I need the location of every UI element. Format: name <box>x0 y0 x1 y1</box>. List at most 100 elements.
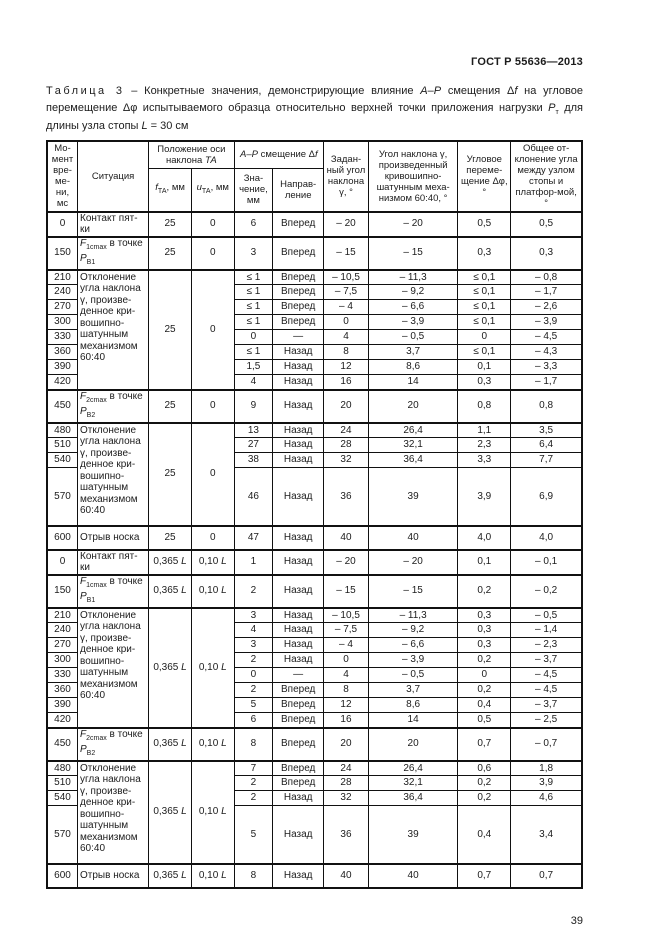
cell-angular-displacement: 0,2 <box>457 573 512 609</box>
cell-offset-value: 2 <box>233 790 274 807</box>
cell-total-deviation: 6,4 <box>510 437 583 454</box>
cell-direction: Вперед <box>272 314 325 331</box>
table-row: 360 2 Вперед 8 3,7 0,2– 4,5 <box>46 682 583 699</box>
cell-situation: Контакт пят-ки <box>76 210 150 238</box>
cell-direction: Назад <box>272 467 325 527</box>
cell-offset-value: 46 <box>233 467 274 527</box>
cell-time: 0 <box>46 210 78 238</box>
cell-set-angle: 32 <box>323 452 369 469</box>
cell-set-angle: – 4 <box>323 637 369 654</box>
cell-set-angle: 20 <box>323 388 369 424</box>
cell-direction: Назад <box>272 388 325 424</box>
cell-set-angle: 28 <box>323 775 369 792</box>
cell-direction: Назад <box>272 790 325 807</box>
cell-set-angle: 28 <box>323 437 369 454</box>
cell-direction: Назад <box>272 421 325 439</box>
cell-offset-value: 4 <box>233 622 274 639</box>
cell-direction: Вперед <box>272 268 325 286</box>
cell-set-angle: – 20 <box>323 548 369 576</box>
cell-angular-displacement: 0,4 <box>457 805 512 865</box>
table-row: 150 F1cmax в точке PВ1 25 0 3 Вперед – 15– 15 0… <box>46 235 583 271</box>
header-time: Мо-мент вре-ме-ни, мс <box>46 140 78 213</box>
cell-direction: Назад <box>272 452 325 469</box>
table-row: 240 4 Назад – 7,5– 9,2 0,3– 1,4 <box>46 622 583 639</box>
cell-set-angle: – 15 <box>323 235 369 271</box>
cell-set-angle: 36 <box>323 805 369 865</box>
cell-offset-value: 2 <box>233 573 274 609</box>
cell-direction: Назад <box>272 637 325 654</box>
cell-set-angle: 24 <box>323 421 369 439</box>
cell-direction: Вперед <box>272 726 325 762</box>
cell-f-ta: 0,365 L <box>148 726 192 762</box>
cell-offset-value: 1,5 <box>233 359 274 376</box>
cell-time: 210 <box>46 268 78 286</box>
cell-crank-angle: – 20 <box>367 548 459 576</box>
cell-total-deviation: – 0,1 <box>510 548 583 576</box>
header-total-deviation: Общее от-клонение угла между узлом стопы… <box>510 140 583 213</box>
cell-set-angle: – 15 <box>323 573 369 609</box>
cell-direction: Назад <box>272 622 325 639</box>
cell-offset-value: ≤ 1 <box>233 299 274 316</box>
cell-total-deviation: – 3,7 <box>510 652 583 669</box>
cell-set-angle: 8 <box>323 344 369 361</box>
cell-angular-displacement: 0,3 <box>457 606 512 624</box>
table-header: Мо-мент вре-ме-ни, мс Ситуация Положение о… <box>46 140 583 213</box>
cell-time: 150 <box>46 235 78 271</box>
cell-f-ta: 0,365 L <box>148 862 192 889</box>
cell-u-ta: 0 <box>190 421 235 527</box>
page-number: 39 <box>570 914 583 927</box>
table-caption-text: Конкретные значения, демонстрирующие вли… <box>46 85 583 133</box>
cell-situation: F2cmax в точке PВ2 <box>76 726 150 762</box>
cell-crank-angle: – 6,6 <box>367 637 459 654</box>
cell-u-ta: 0 <box>190 388 235 424</box>
cell-total-deviation: – 0,5 <box>510 606 583 624</box>
cell-total-deviation: 3,9 <box>510 775 583 792</box>
cell-angular-displacement: ≤ 0,1 <box>457 344 512 361</box>
cell-set-angle: – 7,5 <box>323 622 369 639</box>
cell-crank-angle: – 11,3 <box>367 606 459 624</box>
cell-situation: Отклонение угла наклона γ, произве-денно… <box>76 421 150 527</box>
cell-direction: — <box>272 667 325 684</box>
table-body: 0 Контакт пят-ки 25 0 6 Вперед – 20– 20 0,5 0,5 1… <box>46 210 583 889</box>
header-f-ta: fТА, мм <box>148 167 192 213</box>
cell-offset-value: 2 <box>233 652 274 669</box>
table-row: 450 F2cmax в точке PВ2 25 0 9 Назад 20 20 0,8 0,8 <box>46 388 583 424</box>
cell-crank-angle: 3,7 <box>367 682 459 699</box>
cell-u-ta: 0,10 L <box>190 862 235 889</box>
table-row: 0 Контакт пят-ки 0,365 L 0,10 L 1 Назад – 20– … <box>46 548 583 576</box>
cell-direction: Вперед <box>272 759 325 777</box>
cell-crank-angle: 14 <box>367 712 459 729</box>
cell-crank-angle: 26,4 <box>367 759 459 777</box>
table-row: 330 0—4– 0,5 0– 4,5 <box>46 329 583 346</box>
cell-set-angle: 36 <box>323 467 369 527</box>
cell-crank-angle: – 11,3 <box>367 268 459 286</box>
cell-set-angle: – 10,5 <box>323 606 369 624</box>
cell-angular-displacement: 0,7 <box>457 862 512 889</box>
cell-angular-displacement: 0,2 <box>457 652 512 669</box>
cell-set-angle: 4 <box>323 329 369 346</box>
cell-u-ta: 0,10 L <box>190 759 235 865</box>
cell-total-deviation: 0,5 <box>510 210 583 238</box>
cell-direction: Назад <box>272 805 325 865</box>
cell-crank-angle: 36,4 <box>367 790 459 807</box>
cell-total-deviation: – 3,9 <box>510 314 583 331</box>
cell-direction: Назад <box>272 437 325 454</box>
cell-time: 510 <box>46 437 78 454</box>
cell-angular-displacement: 0,5 <box>457 210 512 238</box>
cell-time: 540 <box>46 790 78 807</box>
cell-f-ta: 0,365 L <box>148 759 192 865</box>
cell-f-ta: 0,365 L <box>148 548 192 576</box>
cell-time: 150 <box>46 573 78 609</box>
table-row: 510 2 Вперед 28 32,1 0,2 3,9 <box>46 775 583 792</box>
cell-offset-value: 7 <box>233 759 274 777</box>
cell-crank-angle: 40 <box>367 862 459 889</box>
cell-u-ta: 0,10 L <box>190 573 235 609</box>
cell-crank-angle: 20 <box>367 388 459 424</box>
header-u-ta: uТА, мм <box>190 167 235 213</box>
cell-total-deviation: 4,6 <box>510 790 583 807</box>
cell-u-ta: 0 <box>190 268 235 391</box>
table-row: 300 ≤ 1 Вперед 0– 3,9 ≤ 0,1– 3,9 <box>46 314 583 331</box>
cell-total-deviation: 0,8 <box>510 388 583 424</box>
cell-situation: Отклонение угла наклона γ, произве-денно… <box>76 759 150 865</box>
